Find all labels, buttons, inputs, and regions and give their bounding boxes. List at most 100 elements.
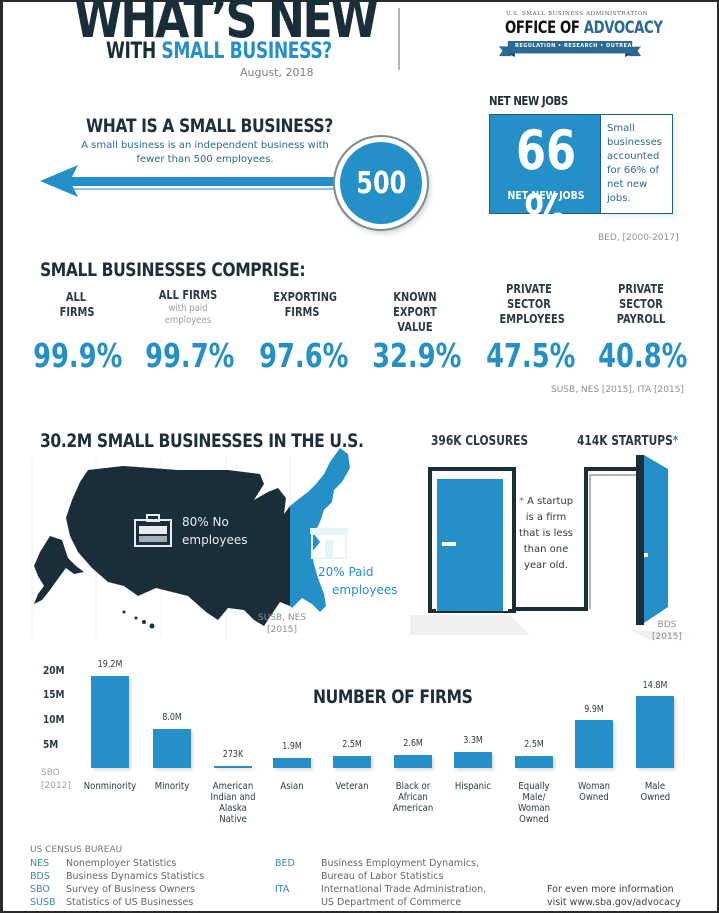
net-new-jobs-percent: 66 % xyxy=(515,119,577,246)
bar-value: 1.9M xyxy=(282,741,302,752)
comprise-label: PRIVATE SECTOR PAYROLL xyxy=(616,282,666,326)
header-divider xyxy=(398,8,400,70)
logo-ribbon-icon xyxy=(498,41,642,57)
bar-category: Black or African American xyxy=(392,781,434,814)
bar-category: Minority xyxy=(154,781,190,792)
comprise-label: ALL FIRMS xyxy=(59,290,95,319)
map-source-line1: SUSB, NES xyxy=(258,613,307,623)
comprise-value: 99.9% xyxy=(33,336,123,375)
legend-abbr: ITA xyxy=(275,884,290,895)
startups-label: 414K STARTUPS* xyxy=(577,434,678,449)
logo-office: OFFICE OF ADVOCACY xyxy=(505,18,663,38)
logo-agency-line: U.S. SMALL BUSINESS ADMINISTRATION xyxy=(506,11,648,17)
more-info-line1: For even more information xyxy=(547,884,674,895)
bar-value: 3.3M xyxy=(463,735,483,746)
bar-woman-owned xyxy=(575,720,613,768)
bar-category: Equally Male/ Woman Owned xyxy=(517,781,550,825)
legend-name: US Department of Commerce xyxy=(321,897,462,908)
legend-name: Survey of Business Owners xyxy=(66,884,196,895)
legend-name: Nonemployer Statistics xyxy=(66,858,177,869)
comprise-item: PRIVATE SECTOR PAYROLL 40.8% xyxy=(586,282,696,375)
page-title: WHAT’S NEW xyxy=(74,0,379,50)
comprise-label: ALL FIRMS xyxy=(158,288,218,302)
comprise-sublabel: with paid employees xyxy=(164,303,212,326)
comprise-item: PRIVATE SECTOR EMPLOYEES 47.5% xyxy=(474,282,584,375)
bar-value: 8.0M xyxy=(162,712,182,723)
legend-abbr: SBO xyxy=(30,884,50,895)
page-subtitle: WITH SMALL BUSINESS? xyxy=(106,39,332,64)
publication-date: August, 2018 xyxy=(240,66,314,79)
threshold-value: 500 xyxy=(355,165,407,201)
bar-value: 9.9M xyxy=(584,704,604,715)
map-source-line2: [2015] xyxy=(267,625,297,635)
comprise-label: EXPORTING FIRMS xyxy=(273,290,338,319)
chart-source-line1: SBO xyxy=(41,768,60,778)
legend-name: International Trade Administration, xyxy=(321,884,487,895)
bar-veteran xyxy=(333,756,371,768)
legend-abbr: BDS xyxy=(30,871,50,882)
map-title: 30.2M SMALL BUSINESSES IN THE U.S. xyxy=(40,430,364,452)
bar-value: 2.6M xyxy=(403,738,423,749)
net-new-jobs-sublabel: NET NEW JOBS xyxy=(507,189,585,202)
bar-asian xyxy=(273,758,311,768)
legend-name: Business Employment Dynamics, xyxy=(321,858,480,869)
bar-american-indian xyxy=(214,766,252,768)
arrow-left-icon xyxy=(40,165,340,197)
legend-name: Statistics of US Businesses xyxy=(66,897,194,908)
bar-equally-owned xyxy=(515,756,553,768)
bar-category: Woman Owned xyxy=(577,781,610,803)
subtitle-blue: SMALL BUSINESS? xyxy=(161,39,332,64)
comprise-source: SUSB, NES [2015], ITA [2015] xyxy=(551,385,684,395)
bar-category: Nonminority xyxy=(83,781,137,792)
footer-legend-left: NES Nonemployer Statistics BDS Business Dy… xyxy=(30,857,204,909)
y-tick: 15M xyxy=(43,688,65,701)
legend-name: Business Dynamics Statistics xyxy=(66,871,205,882)
bar-hispanic xyxy=(454,752,492,768)
bar-minority xyxy=(153,729,191,768)
startups-text: 414K STARTUPS xyxy=(577,434,673,449)
more-info-link[interactable]: visit www.sba.gov/advocacy xyxy=(547,897,681,908)
comprise-value: 97.6% xyxy=(259,336,349,375)
comprise-item: ALL FIRMS 99.9% xyxy=(21,290,131,375)
net-new-jobs-description: Small businesses accounted for 66% of ne… xyxy=(601,114,673,214)
doors-source-line1: BDS xyxy=(657,620,677,630)
bar-value: 19.2M xyxy=(97,659,123,670)
threshold-circle: 500 xyxy=(333,135,429,231)
net-new-jobs-heading: NET NEW JOBS xyxy=(489,94,568,108)
paid-employees-text: employees xyxy=(332,583,398,597)
comprise-item: KNOWN EXPORT VALUE 32.9% xyxy=(360,290,470,375)
bar-category: Male Owned xyxy=(640,781,671,803)
more-info: For even more information visit www.sba.… xyxy=(547,883,681,909)
definition-text: A small business is an independent busin… xyxy=(81,140,329,165)
legend-abbr: NES xyxy=(30,858,50,869)
y-tick: 5M xyxy=(43,738,59,751)
bar-value: 2.5M xyxy=(342,739,362,750)
map-source: SUSB, NES [2015] xyxy=(258,612,306,636)
comprise-item: EXPORTING FIRMS 97.6% xyxy=(247,290,357,375)
bar-category: American Indian and Alaska Native xyxy=(210,781,256,825)
startups-asterisk: * xyxy=(672,434,679,449)
comprise-item: ALL FIRMS with paid employees 99.7% xyxy=(133,288,243,375)
bar-category: Hispanic xyxy=(454,781,492,792)
note-asterisk: * xyxy=(518,496,524,507)
no-employees-pct: 80% No xyxy=(182,515,229,529)
no-employees-label: 80% No employees xyxy=(182,513,247,549)
chart-title: NUMBER OF FIRMS xyxy=(313,686,473,708)
logo-office-dark: OFFICE OF xyxy=(505,18,580,38)
comprise-label: KNOWN EXPORT VALUE xyxy=(393,290,437,334)
bar-category: Veteran xyxy=(335,781,369,792)
bar-value: 2.5M xyxy=(524,739,544,750)
bar-category: Asian xyxy=(280,781,304,792)
logo-ribbon-text: REGULATION • RESEARCH • OUTREACH xyxy=(515,43,641,49)
comprise-value: 47.5% xyxy=(486,336,576,375)
y-tick: 20M xyxy=(43,664,65,677)
bar-black-african-american xyxy=(394,755,432,768)
bar-male-owned xyxy=(636,696,674,768)
startup-definition: * A startup is a firm that is less than … xyxy=(516,494,576,574)
footer-legend-right: BED Business Employment Dynamics, Bureau … xyxy=(275,857,486,909)
bar-value: 14.8M xyxy=(642,680,668,691)
y-tick: 10M xyxy=(43,713,65,726)
us-map-icon xyxy=(31,448,350,638)
definition-title: WHAT IS A SMALL BUSINESS? xyxy=(86,115,333,137)
bar-nonminority xyxy=(91,676,129,768)
